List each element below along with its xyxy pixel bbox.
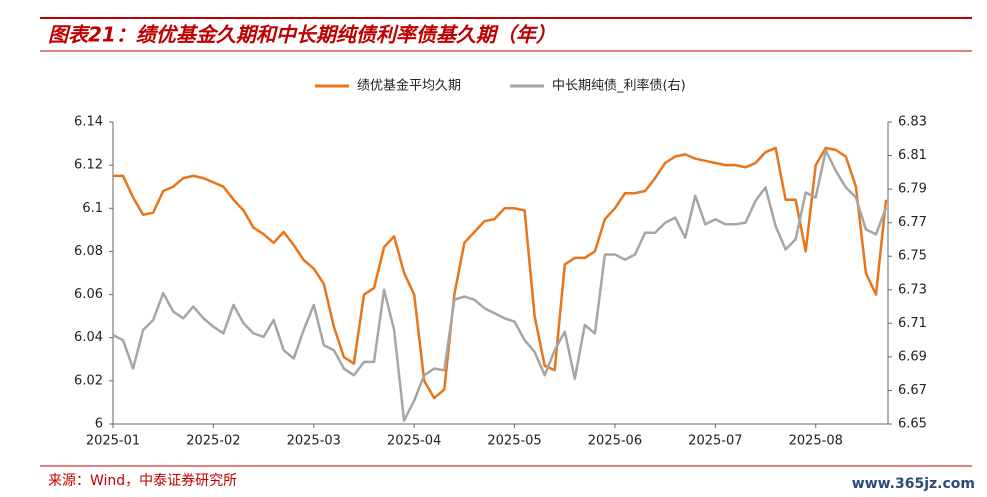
series-line: [112, 149, 888, 422]
y-tick-label: 6.06: [74, 287, 103, 302]
x-tick-label: 2025-08: [789, 434, 843, 449]
y2-tick-label: 6.79: [898, 182, 927, 197]
y-tick-label: 6.08: [74, 244, 103, 259]
watermark: www.365jz.com: [852, 476, 975, 492]
y2-tick-label: 6.69: [898, 349, 927, 364]
x-tick-label: 2025-01: [86, 434, 140, 449]
y-tick-label: 6.12: [74, 158, 103, 173]
y2-tick-label: 6.83: [898, 115, 927, 130]
y-tick-label: 6: [95, 417, 103, 432]
y-tick-label: 6.02: [74, 373, 103, 388]
legend-label: 中长期纯债_利率债(右): [552, 78, 686, 94]
y2-tick-label: 6.77: [898, 215, 927, 230]
y-tick-label: 6.1: [82, 201, 103, 216]
y2-tick-label: 6.75: [898, 249, 927, 264]
series-line: [113, 146, 888, 400]
x-tick-label: 2025-03: [287, 434, 341, 449]
x-tick-label: 2025-07: [688, 434, 742, 449]
legend-label: 绩优基金平均久期: [357, 78, 461, 94]
source: 来源：Wind，中泰证券研究所: [48, 473, 237, 489]
y2-tick-label: 6.65: [898, 417, 927, 432]
chart-title: 图表21：绩优基金久期和中长期纯债利率债基久期（年）: [48, 23, 556, 47]
x-tick-label: 2025-04: [387, 434, 441, 449]
y2-tick-label: 6.71: [898, 316, 927, 331]
x-tick-label: 2025-05: [487, 434, 541, 449]
y-tick-label: 6.04: [74, 330, 103, 345]
y2-tick-label: 6.73: [898, 282, 927, 297]
x-tick-label: 2025-06: [588, 434, 642, 449]
y-tick-label: 6.14: [74, 115, 103, 130]
x-tick-label: 2025-02: [186, 434, 240, 449]
y2-tick-label: 6.81: [898, 148, 927, 163]
y2-tick-label: 6.67: [898, 383, 927, 398]
